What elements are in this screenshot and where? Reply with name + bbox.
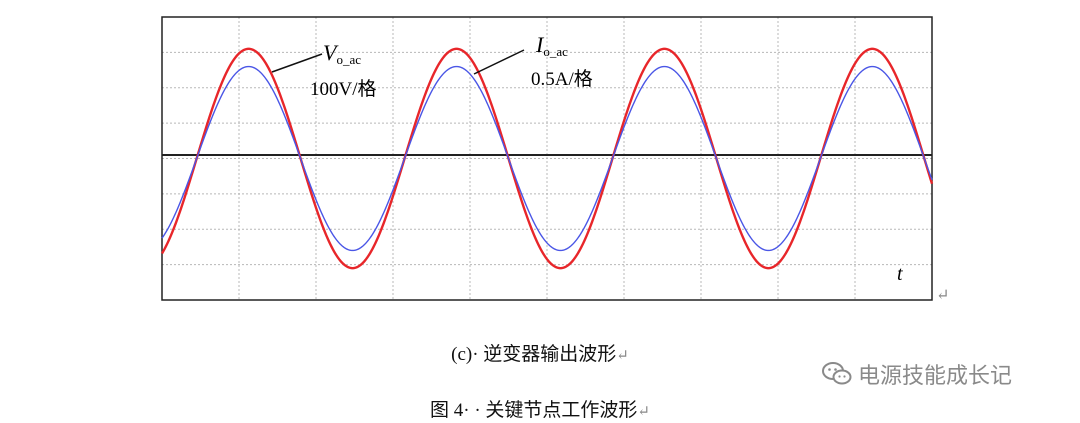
subfigure-caption: (c)· 逆变器输出波形↵ [0,339,1080,366]
traces [160,47,934,270]
v-scale-label: 100V/格 [310,78,377,100]
subfigure-caption-text: (c)· 逆变器输出波形 [451,344,617,365]
series-line-v-o-ac [160,47,934,270]
i-label-leader [473,49,525,75]
return-mark: ↵ [936,287,949,304]
wechat-icon [822,362,852,385]
oscilloscope-plot: Vo_ac 100V/格 Io_ac 0.5A/格 t ↵ [160,16,949,304]
trace-labels: Vo_ac 100V/格 Io_ac 0.5A/格 t ↵ [271,32,949,304]
i-scale-label: 0.5A/格 [531,68,593,90]
plot-frame [161,16,933,301]
watermark: 电源技能成长记 [822,358,1012,390]
v-label-leader [271,53,323,73]
i-series-label: Io_ac [535,32,568,59]
figure-caption-text: 图 4· · 关键节点工作波形 [430,400,638,421]
return-mark: ↵ [616,348,629,364]
return-mark: ↵ [637,404,650,420]
watermark-text: 电源技能成长记 [858,364,1013,389]
x-axis-label: t [897,263,903,285]
figure-caption: 图 4· · 关键节点工作波形↵ [0,395,1080,422]
series-line-i-o-ac [161,65,933,252]
v-series-label: Vo_ac [323,40,361,67]
